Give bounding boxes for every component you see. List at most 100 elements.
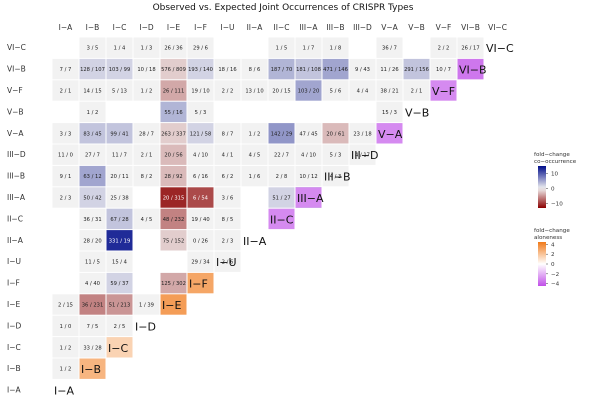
legend-colorbar [538,242,546,286]
diagonal-label: I−U [216,256,237,269]
cell-label: 26 / 36 [164,46,182,52]
cell-label: 36 / 31 [83,217,101,223]
cell-label: 2 / 2 [222,89,234,95]
heatmap-cell [268,144,295,165]
heatmap-cell [133,80,160,101]
heatmap-cell [52,80,79,101]
cell-label: 22 / 7 [274,153,289,159]
diagonal-label: VI−C [486,42,514,55]
legend-colorbar [538,166,546,208]
cell-label: 5 / 3 [330,153,342,159]
heatmap-cell [295,58,322,80]
legend-title: aloneness [534,235,562,241]
heatmap-cell [52,165,79,187]
x-tick-label: I−U [221,23,235,32]
y-tick-label: III−D [7,150,26,159]
heatmap-cell [187,80,214,101]
heatmap-cell [187,251,214,272]
cell-label: 50 / 42 [83,196,101,202]
cell-label: 20 / 61 [326,131,344,137]
diagonal-label: I−E [162,299,181,312]
heatmap-cell [403,80,430,101]
heatmap-cell [106,80,133,101]
cell-label: 11 / 26 [380,67,398,73]
x-tick-label: I−E [167,23,180,32]
cell-label: 1 / 0 [60,324,72,330]
cell-label: 11 / 5 [85,260,100,266]
cell-label: 142 / 29 [271,131,293,137]
y-tick-label: I−A [7,386,21,395]
heatmap-cell [322,80,349,101]
heatmap-cell [52,123,79,144]
heatmap-cell [160,230,187,251]
cell-label: 263 / 337 [161,131,186,137]
cell-label: 13 / 10 [245,89,263,95]
cell-label: 11 / 0 [58,153,73,159]
cell-label: 2 / 1 [60,89,72,95]
heatmap-cell [295,144,322,165]
heatmap-cell [322,144,349,165]
diagonal-cell [160,294,187,315]
heatmap-cell [403,58,430,80]
x-tick-label: II−A [247,23,264,32]
cell-label: 19 / 10 [191,89,209,95]
heatmap-cell [133,294,160,315]
x-tick-label: I−F [194,23,207,32]
legend-tick-label: 0 [551,262,555,268]
y-tick-label: III−A [7,193,26,202]
cell-label: 1 / 6 [249,174,261,180]
heatmap-cell [106,315,133,337]
heatmap-cell [79,272,106,294]
x-tick-label: VI−C [488,23,507,32]
diagonal-label: I−B [81,363,101,376]
diagonal-label: III−B [324,171,351,184]
cell-label: 121 / 58 [190,131,212,137]
y-tick-label: V−A [7,129,24,138]
legend-tick-label: 10 [551,172,559,178]
cell-label: 19 / 40 [191,217,209,223]
diagonal-label: I−D [135,320,156,333]
diagonal-label: I−A [54,385,74,398]
diagonal-label: V−A [378,128,403,141]
cell-label: 2 / 3 [222,238,234,244]
heatmap-cell [268,123,295,144]
cell-label: 4 / 40 [85,281,100,287]
heatmap-cell [349,144,376,165]
cell-label: 2 / 1 [411,89,423,95]
x-tick-label: I−D [139,23,153,32]
heatmap-cell [187,123,214,144]
cell-label: 331 / 19 [109,238,131,244]
x-tick-label: II−C [274,23,290,32]
cell-label: 1 / 2 [60,367,72,373]
x-axis-tick-labels: I−A I−B I−C I−D I−E I−F I−U II−A II−C III−A III−B I… [59,23,507,32]
heatmap-cell [268,37,295,58]
heatmap-cell [187,165,214,187]
cell-label: 5 / 13 [112,89,127,95]
heatmap-cell [295,37,322,58]
x-tick-label: III−D [353,23,372,32]
heatmap-cell [106,272,133,294]
heatmap-cell [214,80,241,101]
cell-label: 51 / 213 [109,303,131,309]
cell-label: 3 / 3 [60,131,72,137]
cell-label: 26 / 111 [163,89,185,95]
heatmap-cell [106,58,133,80]
heatmap-cell [187,230,214,251]
cell-label: 1 / 2 [141,89,153,95]
cell-label: 1 / 8 [330,46,342,52]
cell-label: 55 / 16 [164,110,182,116]
diagonal-cell [187,272,214,294]
heatmap-cell [160,101,187,123]
cell-label: 187 / 70 [271,67,293,73]
heatmap-cell [241,144,268,165]
cell-label: 63 / 12 [83,174,101,180]
heatmap-cell [160,58,187,80]
heatmap-cell [133,208,160,230]
cell-label: 28 / 20 [83,238,101,244]
cell-label: 47 / 45 [299,131,317,137]
cell-label: 75 / 152 [163,238,185,244]
diagonal-cell [376,123,403,144]
cell-label: 4 / 1 [222,153,234,159]
cell-label: 7 / 7 [60,67,72,73]
